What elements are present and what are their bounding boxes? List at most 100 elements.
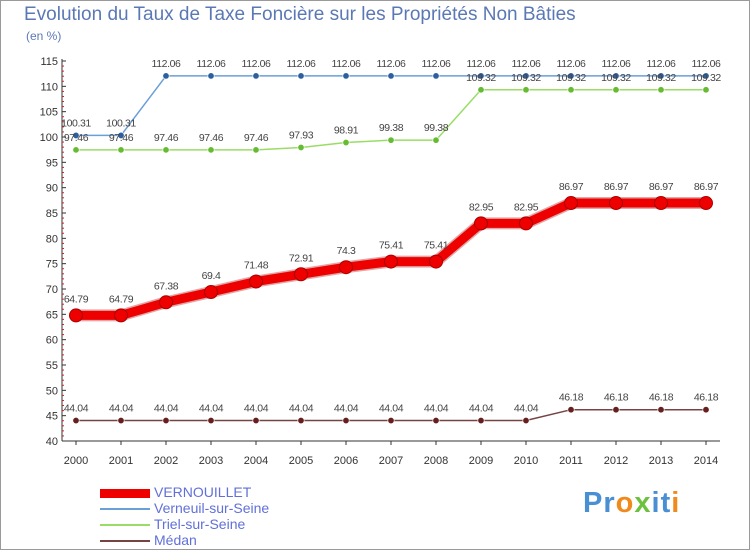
data-label: 109.32 bbox=[511, 72, 541, 84]
data-point bbox=[522, 72, 530, 80]
data-point bbox=[567, 72, 575, 80]
brand-letter: i bbox=[671, 487, 681, 519]
data-label: 98.91 bbox=[334, 125, 359, 137]
data-point bbox=[162, 146, 170, 154]
x-tick-label: 2011 bbox=[559, 455, 583, 467]
data-label: 44.04 bbox=[514, 403, 539, 415]
legend-swatch bbox=[100, 488, 150, 498]
x-tick-label: 2009 bbox=[469, 455, 493, 467]
data-point bbox=[387, 136, 395, 144]
data-point bbox=[207, 72, 215, 80]
data-label: 44.04 bbox=[424, 403, 449, 415]
y-tick-label: 40 bbox=[46, 436, 58, 448]
data-label: 46.18 bbox=[694, 392, 719, 404]
data-point bbox=[252, 417, 260, 425]
data-point bbox=[612, 72, 620, 80]
data-point bbox=[702, 406, 710, 414]
data-point bbox=[297, 417, 305, 425]
legend-label: Triel-sur-Seine bbox=[154, 516, 246, 532]
data-label: 97.93 bbox=[289, 129, 314, 141]
x-tick-label: 2010 bbox=[514, 455, 538, 467]
x-tick-label: 2000 bbox=[64, 455, 88, 467]
brand-logo: Proxiti bbox=[583, 487, 680, 520]
data-label: 112.06 bbox=[602, 58, 631, 70]
data-label: 46.18 bbox=[559, 392, 584, 404]
data-label: 112.06 bbox=[647, 58, 676, 70]
data-label: 75.41 bbox=[424, 240, 449, 252]
data-label: 44.04 bbox=[334, 403, 359, 415]
data-point bbox=[477, 72, 485, 80]
data-point bbox=[519, 216, 533, 231]
y-tick-label: 45 bbox=[46, 411, 58, 423]
data-label: 99.38 bbox=[424, 122, 449, 134]
data-label: 86.97 bbox=[604, 181, 629, 193]
data-label: 72.91 bbox=[289, 252, 314, 264]
data-point bbox=[72, 131, 80, 139]
data-point bbox=[567, 86, 575, 94]
series-triel-sur-seine: 97.46 97.46 97.46 97.46 97.46 97.93 98.91 99.38… bbox=[64, 72, 722, 154]
data-point bbox=[387, 417, 395, 425]
data-point bbox=[384, 254, 398, 269]
data-label: 64.79 bbox=[64, 293, 89, 305]
data-label: 75.41 bbox=[379, 240, 404, 252]
data-point bbox=[297, 143, 305, 151]
brand-letter: i bbox=[651, 487, 661, 519]
chart-title: Evolution du Taux de Taxe Foncière sur l… bbox=[24, 4, 576, 25]
data-point bbox=[162, 72, 170, 80]
data-label: 69.4 bbox=[202, 270, 221, 282]
data-label: 100.31 bbox=[106, 117, 136, 129]
data-point bbox=[654, 196, 668, 211]
data-label: 97.46 bbox=[109, 132, 134, 144]
series-layer: 100.31 100.31 112.06 112.06 112.06 112.06 112.… bbox=[61, 58, 722, 425]
axes: 40 45 50 55 60 65 70 75 80 85 90 95 100 105 110 115 2000… bbox=[40, 56, 720, 467]
data-point bbox=[432, 72, 440, 80]
y-tick-label: 85 bbox=[46, 208, 58, 220]
data-point bbox=[522, 86, 530, 94]
series-m-dan: 44.04 44.04 44.04 44.04 44.04 44.04 44.04 44.04… bbox=[64, 392, 719, 425]
data-point bbox=[69, 308, 83, 323]
data-label: 112.06 bbox=[467, 58, 496, 70]
data-point bbox=[342, 72, 350, 80]
data-point bbox=[657, 86, 665, 94]
legend-label: Verneuil-sur-Seine bbox=[154, 500, 270, 516]
data-point bbox=[567, 406, 575, 414]
y-tick-label: 75 bbox=[46, 259, 58, 271]
data-point bbox=[432, 417, 440, 425]
data-label: 82.95 bbox=[469, 201, 494, 213]
data-label: 97.46 bbox=[64, 132, 89, 144]
y-axis-unit-label: (en %) bbox=[26, 29, 62, 43]
data-label: 112.06 bbox=[692, 58, 721, 70]
data-point bbox=[387, 72, 395, 80]
y-tick-label: 100 bbox=[40, 132, 58, 144]
y-tick-label: 65 bbox=[46, 309, 58, 321]
data-point bbox=[339, 260, 353, 275]
data-point bbox=[72, 417, 80, 425]
y-tick-label: 60 bbox=[46, 335, 58, 347]
data-point bbox=[249, 274, 263, 289]
data-label: 44.04 bbox=[64, 403, 89, 415]
data-label: 112.06 bbox=[557, 58, 586, 70]
x-tick-label: 2012 bbox=[604, 455, 628, 467]
data-point bbox=[702, 86, 710, 94]
data-label: 97.46 bbox=[244, 132, 269, 144]
data-label: 71.48 bbox=[244, 260, 269, 272]
brand-letter: r bbox=[603, 487, 616, 519]
data-label: 44.04 bbox=[289, 403, 314, 415]
data-label: 97.46 bbox=[199, 132, 224, 144]
data-point bbox=[612, 86, 620, 94]
data-point bbox=[342, 417, 350, 425]
x-tick-label: 2001 bbox=[109, 455, 133, 467]
data-label: 86.97 bbox=[559, 181, 584, 193]
data-label: 82.95 bbox=[514, 201, 539, 213]
data-point bbox=[117, 131, 125, 139]
y-tick-label: 105 bbox=[40, 107, 58, 119]
data-point bbox=[207, 417, 215, 425]
data-point bbox=[657, 72, 665, 80]
data-label: 86.97 bbox=[649, 181, 674, 193]
y-tick-label: 55 bbox=[46, 360, 58, 372]
data-point bbox=[252, 72, 260, 80]
data-label: 109.32 bbox=[556, 72, 586, 84]
data-label: 46.18 bbox=[649, 392, 674, 404]
y-tick-label: 90 bbox=[46, 183, 58, 195]
